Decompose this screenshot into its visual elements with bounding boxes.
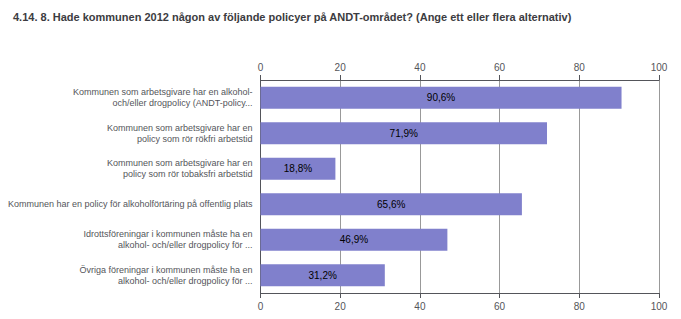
svg-text:0: 0	[258, 301, 264, 312]
svg-text:Idrottsföreningar i kommunen m: Idrottsföreningar i kommunen måste ha en	[83, 229, 252, 239]
svg-text:och/eller drogpolicy (ANDT-pol: och/eller drogpolicy (ANDT-policy...	[113, 98, 253, 108]
svg-text:4.14. 8. Hade kommunen 2012 nå: 4.14. 8. Hade kommunen 2012 någon av föl…	[13, 11, 572, 23]
svg-text:20: 20	[335, 62, 347, 73]
svg-text:71,9%: 71,9%	[390, 128, 418, 139]
svg-text:alkohol- och/eller drogpolicy: alkohol- och/eller drogpolicy för ...	[118, 240, 253, 250]
svg-text:100: 100	[651, 62, 668, 73]
svg-text:40: 40	[414, 62, 426, 73]
svg-text:80: 80	[574, 301, 586, 312]
svg-text:alkohol- och/eller drogpolicy: alkohol- och/eller drogpolicy för ...	[118, 276, 253, 286]
svg-text:Kommunen som arbetsgivare har: Kommunen som arbetsgivare har en	[107, 123, 253, 133]
svg-text:0: 0	[258, 62, 264, 73]
svg-text:60: 60	[494, 301, 506, 312]
svg-text:46,9%: 46,9%	[340, 234, 368, 245]
svg-text:40: 40	[414, 301, 426, 312]
svg-text:90,6%: 90,6%	[427, 92, 455, 103]
svg-text:20: 20	[335, 301, 347, 312]
svg-text:100: 100	[651, 301, 668, 312]
svg-text:31,2%: 31,2%	[308, 270, 336, 281]
svg-text:65,6%: 65,6%	[377, 199, 405, 210]
svg-text:Kommunen som arbetsgivare har: Kommunen som arbetsgivare har en alkohol…	[73, 87, 253, 97]
svg-text:Kommunen har en policy för alk: Kommunen har en policy för alkoholförtär…	[8, 199, 253, 209]
svg-text:policy som rör tobaksfri arbet: policy som rör tobaksfri arbetstid	[123, 169, 253, 179]
svg-text:18,8%: 18,8%	[284, 163, 312, 174]
svg-text:Kommunen som arbetsgivare har: Kommunen som arbetsgivare har en	[107, 158, 253, 168]
svg-text:policy som rör rökfri arbetsti: policy som rör rökfri arbetstid	[137, 134, 253, 144]
svg-text:Övriga föreningar i kommunen m: Övriga föreningar i kommunen måste ha en	[79, 265, 252, 275]
svg-text:80: 80	[574, 62, 586, 73]
svg-text:60: 60	[494, 62, 506, 73]
